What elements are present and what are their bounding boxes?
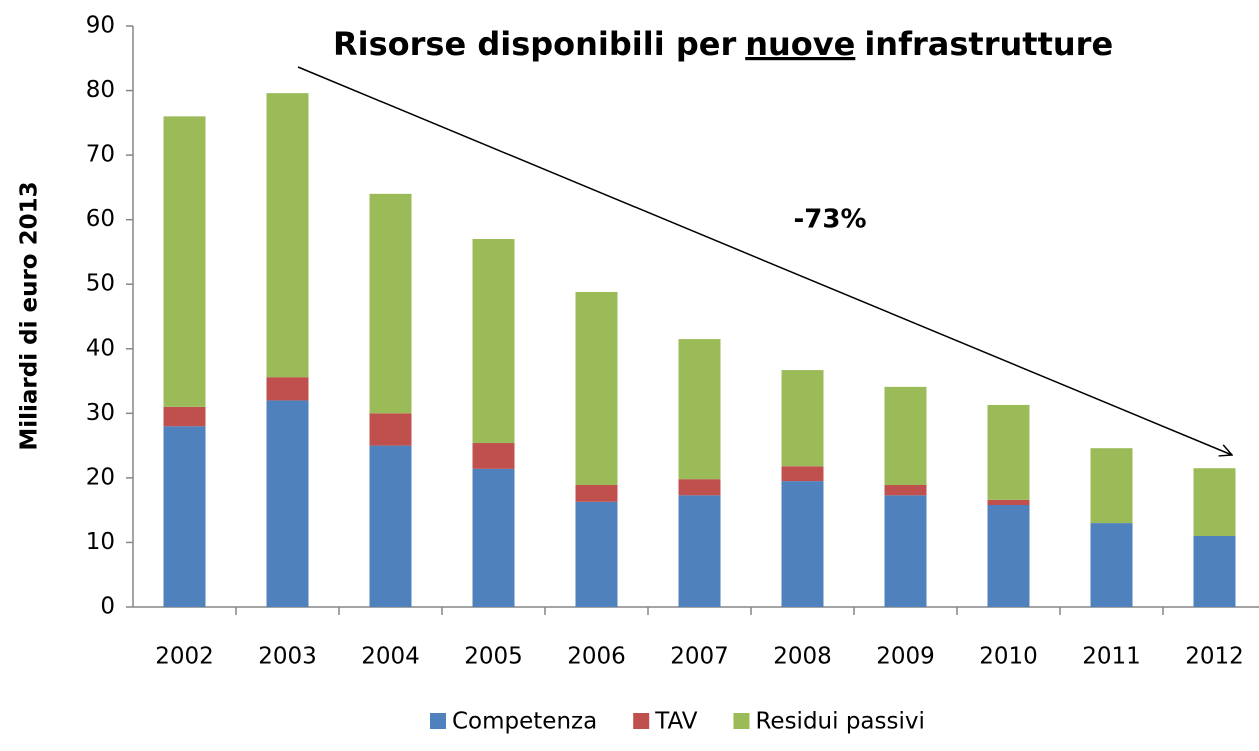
bar-segment: [575, 484, 618, 502]
bar-segment: [472, 468, 515, 607]
bar-segment: [987, 404, 1030, 500]
legend-label: Residui passivi: [755, 709, 924, 735]
bar-segment: [266, 93, 309, 378]
bar-segment: [369, 413, 412, 446]
bar-segment: [163, 116, 206, 407]
legend-swatch: [633, 713, 650, 729]
bar-segment: [884, 484, 927, 496]
legend-label: TAV: [654, 709, 698, 735]
bar-segment: [678, 479, 721, 496]
x-tick-label: 2002: [155, 644, 214, 670]
y-tick-label: 20: [86, 464, 115, 490]
y-tick-label: 10: [86, 529, 115, 555]
bar-segment: [678, 339, 721, 480]
x-tick-label: 2005: [464, 644, 523, 670]
legend-swatch: [733, 713, 750, 729]
bar-segment: [575, 291, 618, 485]
y-tick-label: 0: [100, 594, 115, 620]
trend-arrow: [297, 66, 1232, 455]
bar-segment: [678, 495, 721, 607]
legend-swatch: [430, 713, 446, 729]
bar-segment: [987, 499, 1030, 506]
x-tick-label: 2008: [773, 644, 832, 670]
y-tick-label: 70: [86, 142, 115, 168]
bar-segment: [1090, 523, 1133, 607]
x-tick-label: 2010: [979, 644, 1038, 670]
bar-segment: [884, 495, 927, 607]
bar-segment: [163, 406, 206, 427]
x-tick-label: 2004: [361, 644, 420, 670]
y-tick-label: 50: [86, 271, 115, 297]
bar-segment: [369, 445, 412, 607]
y-tick-label: 60: [86, 206, 115, 232]
bar-segment: [266, 400, 309, 607]
title-part: nuove: [745, 25, 855, 63]
x-tick-label: 2006: [567, 644, 626, 670]
x-tick-label: 2003: [258, 644, 317, 670]
bar-segment: [163, 426, 206, 607]
bar-segment: [781, 466, 824, 482]
bar-segment: [575, 501, 618, 607]
x-tick-label: 2009: [876, 644, 935, 670]
bar-segment: [1193, 535, 1236, 607]
y-tick-label: 80: [86, 77, 115, 103]
bar-segment: [369, 193, 412, 414]
bar-segment: [1090, 448, 1133, 524]
bar-segment: [472, 443, 515, 469]
bar-segment: [1193, 468, 1236, 536]
legend-label: Competenza: [452, 709, 597, 735]
annotation: -73%: [793, 205, 866, 235]
bar-segment: [266, 377, 309, 401]
bar-segment: [884, 386, 927, 485]
x-tick-label: 2012: [1185, 644, 1244, 670]
x-tick-label: 2011: [1082, 644, 1141, 670]
y-axis-label: Miliardi di euro 2013: [17, 181, 43, 450]
bar-segment: [987, 505, 1030, 607]
bar-segment: [781, 481, 824, 607]
title-part: infrastrutture: [864, 25, 1113, 63]
bar-segment: [781, 370, 824, 467]
y-tick-label: 40: [86, 335, 115, 361]
bar-segment: [472, 239, 515, 444]
title-part: Risorse disponibili per: [333, 25, 736, 63]
x-tick-label: 2007: [670, 644, 729, 670]
y-tick-label: 90: [86, 13, 115, 39]
y-tick-label: 30: [86, 400, 115, 426]
chart-title: Risorse disponibili per nuove infrastruttu…: [333, 25, 1113, 63]
